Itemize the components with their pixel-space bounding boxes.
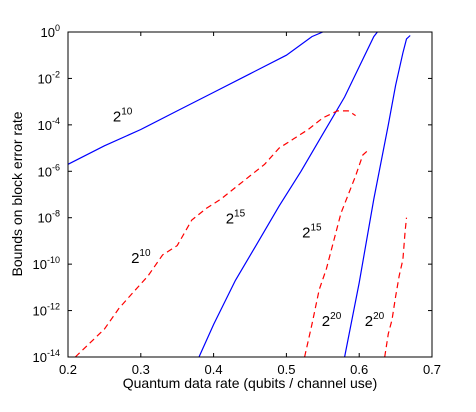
y-tick-label: 10-6 [38, 162, 60, 179]
y-tick-label: 10-12 [33, 302, 60, 319]
y-tick-label: 10-8 [38, 209, 60, 226]
x-tick-label: 0.5 [277, 362, 295, 377]
y-tick-label: 10-10 [33, 255, 60, 272]
solid-bound-line-3 [344, 35, 411, 358]
y-tick-label: 10-4 [38, 116, 60, 133]
solid-bound-line-2 [198, 31, 378, 358]
x-tick-label: 0.2 [59, 362, 77, 377]
x-tick-label: 0.6 [350, 362, 368, 377]
y-tick-label: 10-14 [33, 348, 60, 365]
y-tick-label: 100 [41, 23, 60, 40]
x-tick-label: 0.4 [205, 362, 223, 377]
y-axis-label: Bounds on block error rate [9, 111, 25, 276]
curve-annotation: 210 [113, 107, 133, 126]
solid-bound-line-1 [67, 31, 324, 165]
curve-annotation: 210 [131, 248, 151, 267]
x-axis-label: Quantum data rate (qubits / channel use) [123, 375, 377, 391]
curve-annotation: 215 [302, 223, 322, 242]
dashed-bound-line-5 [304, 149, 369, 358]
x-tick-label: 0.3 [132, 362, 150, 377]
curve-annotation: 215 [226, 209, 246, 228]
dashed-bound-line-4 [74, 110, 356, 358]
y-tick-label: 10-2 [38, 69, 60, 86]
dashed-bound-line-6 [384, 217, 408, 358]
ticks-layer: 0.2 0.3 0.4 0.5 0.6 0.7 100 10-2 10-4 10-6 10-8 10-… [33, 23, 442, 377]
series-layer [67, 31, 411, 358]
annotation-layer: 210 210 215 215 220 220 [113, 107, 385, 330]
curve-annotation: 220 [365, 311, 385, 330]
curve-annotation: 220 [322, 311, 342, 330]
plot-frame [67, 31, 433, 358]
x-tick-label: 0.7 [423, 362, 441, 377]
